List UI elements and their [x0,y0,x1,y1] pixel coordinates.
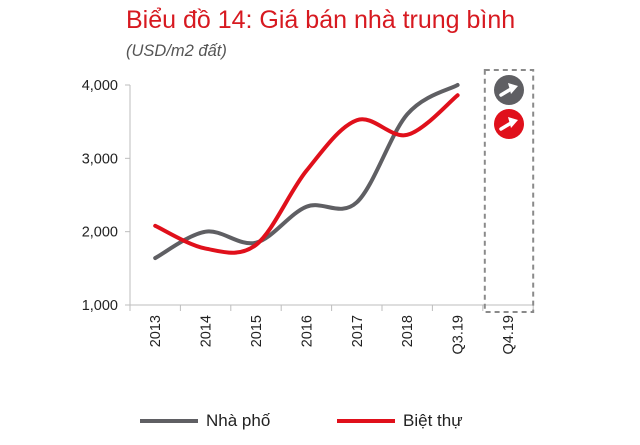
forecast-arrow-shaft-biet-thu [499,121,513,131]
forecast-arrow-head-biet-thu [508,117,518,128]
legend-label-nha-pho: Nhà phố [206,411,271,430]
x-tick-label-0: 2013 [148,315,164,347]
forecast-arrow-shaft-nha-pho [499,87,513,97]
chart-title: Biểu đồ 14: Giá bán nhà trung bình [126,6,516,34]
x-tick-label-4: 2017 [350,315,366,347]
y-tick-label-2: 3,000 [82,151,118,167]
x-tick-label-3: 2016 [299,315,315,347]
x-tick-label-6: Q3.19 [451,315,467,355]
x-tick-label-5: 2018 [400,315,416,347]
chart-subtitle: (USD/m2 đất) [126,42,227,60]
forecast-arrow-head-nha-pho [508,83,518,94]
series-line-biet-thu [153,93,460,255]
y-tick-label-1: 2,000 [82,225,118,241]
y-tick-label-0: 1,000 [82,298,118,314]
legend-label-biet-thu: Biệt thự [403,411,463,430]
x-tick-label-7: Q4.19 [501,315,517,355]
forecast-box [483,69,535,313]
legend-swatch-biet-thu [337,419,395,423]
legend-item-nha-pho: Nhà phố [140,410,270,432]
legend-item-biet-thu: Biệt thự [337,410,463,432]
legend-swatch-nha-pho [140,419,198,423]
x-tick-label-1: 2014 [199,315,215,347]
series-line-nha-pho [153,83,460,261]
x-tick-label-2: 2015 [249,315,265,347]
y-tick-label-3: 4,000 [82,78,118,94]
